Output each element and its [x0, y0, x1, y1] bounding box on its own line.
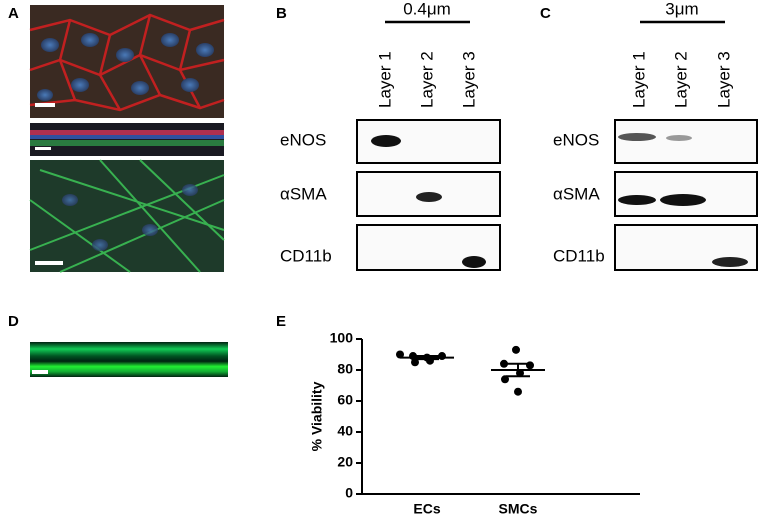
- y-axis-label: % Viability: [309, 381, 325, 451]
- data-point: [411, 358, 419, 367]
- y-tick-label: 60: [337, 392, 353, 408]
- y-tick-label: 0: [345, 485, 353, 501]
- data-point: [438, 352, 446, 361]
- row-label: αSMA: [553, 184, 600, 203]
- data-point: [500, 359, 508, 368]
- scale-label: 3μm: [665, 0, 698, 18]
- row-label: αSMA: [280, 184, 327, 203]
- x-tick-label: SMCs: [499, 501, 538, 516]
- scale-label: 0.4μm: [403, 0, 451, 18]
- data-point: [526, 361, 534, 370]
- lane-label: Layer 2: [671, 51, 690, 108]
- lane-label: Layer 3: [714, 51, 733, 108]
- lane-label: Layer 1: [375, 51, 394, 108]
- panel-a-images: [29, 5, 225, 273]
- bands-c: [618, 133, 748, 267]
- row-label: CD11b: [280, 246, 332, 265]
- y-tick-label: 40: [337, 423, 353, 439]
- lane-label: Layer 3: [459, 51, 478, 108]
- y-tick-label: 100: [330, 330, 354, 346]
- row-label: eNOS: [280, 130, 326, 149]
- row-label: CD11b: [553, 246, 605, 265]
- y-tick-label: 80: [337, 361, 353, 377]
- data-point: [501, 375, 509, 384]
- panel-label: C: [540, 5, 551, 22]
- data-point: [512, 345, 520, 354]
- bands-b: [371, 135, 486, 268]
- panel-label: B: [276, 5, 287, 22]
- lane-label: Layer 1: [629, 51, 648, 108]
- panel-d-image: [30, 342, 228, 377]
- data-point: [514, 387, 522, 396]
- row-label: eNOS: [553, 130, 599, 149]
- panel-label: D: [8, 313, 19, 330]
- panel-label: A: [8, 5, 19, 22]
- data-point: [396, 350, 404, 359]
- x-tick-label: ECs: [413, 501, 440, 516]
- blot-c: [614, 119, 758, 271]
- y-tick-label: 20: [337, 454, 353, 470]
- panel-label: E: [276, 313, 286, 330]
- lane-label: Layer 2: [417, 51, 436, 108]
